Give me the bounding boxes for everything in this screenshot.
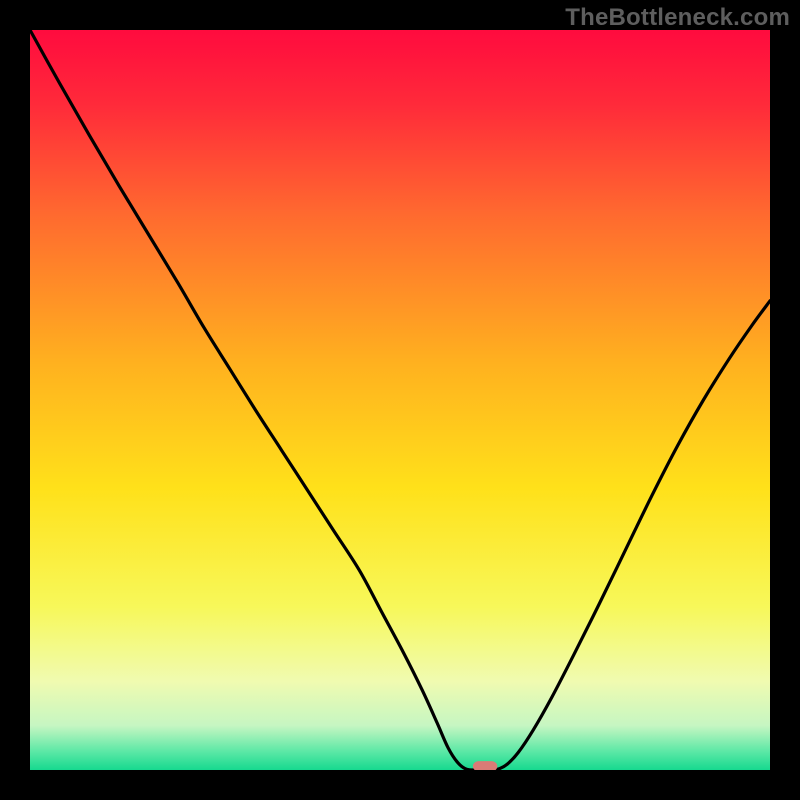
chart-frame: TheBottleneck.com bbox=[0, 0, 800, 800]
watermark-text: TheBottleneck.com bbox=[565, 4, 790, 32]
optimum-marker bbox=[473, 761, 497, 771]
bottleneck-chart bbox=[0, 0, 800, 800]
gradient-background bbox=[30, 30, 770, 770]
